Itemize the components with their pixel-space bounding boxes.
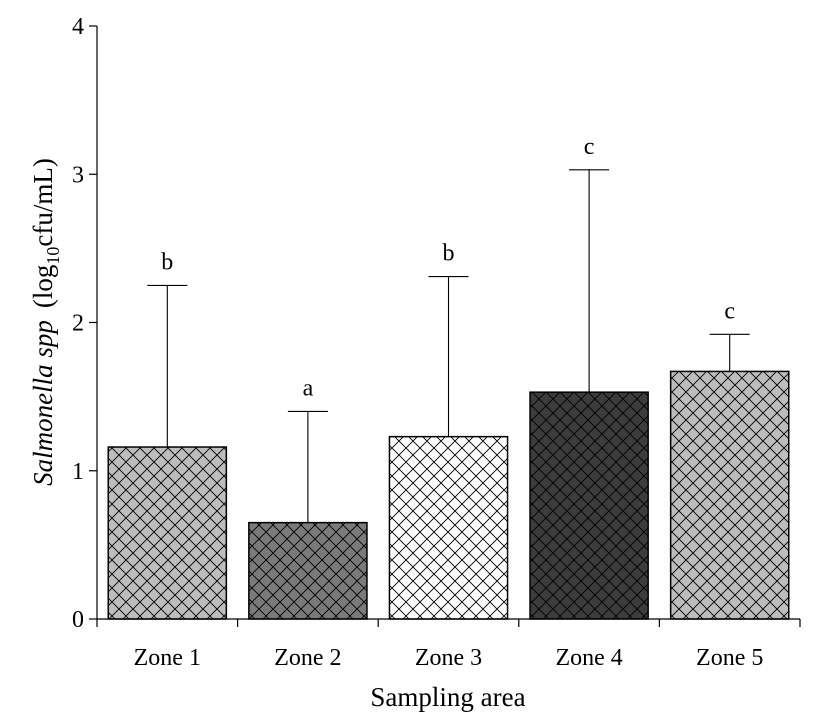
significance-label: b (161, 249, 173, 275)
y-axis-title: Salmonella spp (log10cfu/mL) (28, 158, 63, 486)
y-tick-label: 2 (72, 311, 84, 337)
x-tick-label: Zone 2 (274, 645, 341, 671)
bars-group: b a b c c (107, 134, 790, 620)
y-axis-title-prefix: (log (28, 265, 58, 309)
bar-hatch (107, 446, 228, 620)
bar-hatch (669, 370, 790, 620)
bar-hatch (248, 521, 368, 620)
y-tick-label: 0 (72, 607, 84, 633)
significance-label: a (303, 375, 314, 401)
y-axis-title-suffix: cfu/mL) (28, 158, 58, 246)
x-tick-label: Zone 3 (415, 645, 482, 671)
y-axis-title-subscript: 10 (43, 247, 63, 265)
x-axis-title: Sampling area (370, 682, 525, 712)
y-tick-label: 3 (72, 162, 84, 188)
y-axis-title-italic: Salmonella spp (28, 320, 58, 486)
x-tick-label: Zone 5 (696, 645, 763, 671)
x-ticks-group: Zone 1 Zone 2 Zone 3 Zone 4 Zone 5 (96, 619, 801, 671)
bar-hatch (529, 391, 649, 620)
significance-label: c (584, 134, 595, 160)
significance-label: c (724, 298, 735, 324)
y-ticks-group: 0 1 2 3 4 (72, 14, 97, 633)
bar-hatch (388, 435, 509, 620)
x-tick-label: Zone 1 (134, 645, 201, 671)
x-tick-label: Zone 4 (555, 645, 622, 671)
significance-label: b (443, 241, 455, 267)
y-tick-label: 1 (72, 459, 84, 485)
y-tick-label: 4 (72, 14, 84, 40)
